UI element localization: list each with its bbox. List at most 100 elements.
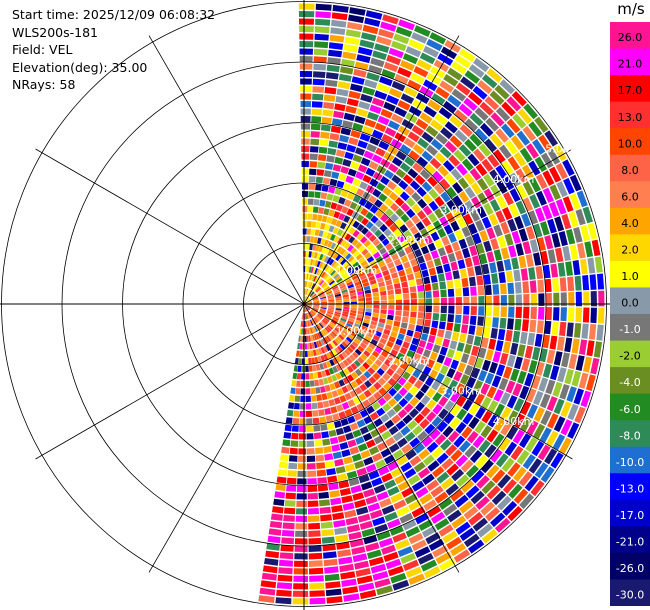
range-gate	[329, 178, 338, 187]
range-gate	[349, 354, 356, 362]
range-gate	[289, 394, 295, 402]
range-gate	[382, 186, 393, 197]
range-gate	[416, 186, 427, 197]
range-gate	[516, 184, 528, 199]
range-gate	[305, 298, 310, 303]
range-gate	[373, 484, 386, 494]
range-gate	[557, 367, 567, 383]
range-gate	[286, 477, 297, 485]
range-gate	[398, 19, 415, 31]
range-gate	[368, 470, 380, 480]
range-gate	[446, 368, 456, 379]
range-gate	[483, 188, 495, 202]
range-gate	[571, 370, 582, 387]
range-gate	[320, 296, 327, 300]
range-gate	[297, 365, 302, 372]
range-gate	[300, 388, 306, 395]
range-gate	[339, 563, 354, 573]
range-gate	[383, 328, 391, 336]
range-gate	[329, 359, 335, 367]
range-gate	[413, 66, 429, 78]
range-gate	[477, 316, 485, 326]
colorbar-label: 2.0	[621, 243, 639, 256]
range-gate	[553, 307, 560, 321]
range-gate	[363, 239, 372, 248]
range-gate	[342, 425, 352, 434]
range-gate	[464, 186, 476, 199]
range-gate	[528, 360, 538, 374]
range-gate	[390, 363, 399, 372]
range-gate	[383, 382, 392, 392]
range-gate	[373, 268, 381, 275]
range-gate	[277, 469, 288, 477]
range-gate	[347, 284, 355, 289]
range-gate	[365, 304, 372, 309]
range-gate	[324, 407, 332, 415]
range-gate	[329, 34, 345, 43]
range-gate	[550, 452, 564, 469]
range-gate	[320, 192, 328, 200]
range-gate	[465, 235, 475, 247]
range-gate	[430, 119, 443, 132]
range-gate	[305, 288, 308, 295]
range-gate	[533, 407, 545, 422]
range-gate	[413, 353, 422, 362]
range-gate	[307, 343, 310, 350]
range-gate	[559, 437, 572, 454]
range-gate	[294, 395, 301, 402]
range-gate	[438, 497, 453, 510]
range-gate	[313, 306, 320, 309]
range-gate	[331, 390, 339, 398]
range-gate	[335, 204, 343, 212]
range-gate	[447, 288, 455, 297]
range-gate	[406, 349, 415, 359]
range-gate	[347, 334, 355, 340]
range-gate	[544, 130, 558, 147]
range-gate	[515, 306, 522, 319]
range-gate	[533, 252, 542, 266]
range-gate	[426, 399, 437, 410]
range-gate	[413, 331, 421, 339]
range-gate	[363, 150, 374, 160]
range-gate	[473, 57, 490, 73]
range-gate	[324, 369, 331, 376]
range-gate	[404, 185, 415, 196]
range-gate	[284, 500, 296, 507]
colorbar-label: -2.0	[619, 350, 640, 363]
range-gate	[306, 243, 310, 250]
range-gate	[305, 297, 310, 303]
range-gate	[365, 297, 372, 301]
range-gate	[430, 231, 440, 242]
range-ring-label: 4.00km	[493, 173, 535, 186]
range-gate	[573, 227, 583, 243]
range-gate	[348, 477, 360, 487]
range-gate	[490, 112, 505, 127]
range-gate	[446, 463, 459, 476]
range-ring-label: 3.00km	[440, 203, 482, 216]
range-gate	[342, 158, 352, 167]
range-gate	[323, 239, 330, 247]
range-gate	[377, 115, 390, 126]
range-gate	[340, 189, 349, 198]
range-gate	[383, 61, 399, 73]
range-gate	[388, 305, 395, 310]
range-gate	[418, 448, 430, 460]
range-gate	[451, 515, 467, 529]
colorbar-swatch	[610, 287, 650, 315]
range-gate	[459, 48, 476, 63]
range-gate	[461, 277, 469, 288]
range-gate	[451, 208, 462, 220]
range-gate	[526, 388, 537, 403]
range-gate	[300, 380, 306, 387]
range-gate	[351, 341, 359, 348]
range-gate	[321, 254, 327, 262]
range-gate	[401, 443, 413, 454]
range-gate	[400, 202, 411, 213]
range-gate	[340, 166, 350, 174]
range-gate	[321, 116, 332, 124]
range-gate	[542, 187, 554, 203]
range-gate	[328, 42, 344, 50]
range-gate	[319, 294, 326, 298]
range-gate	[343, 215, 351, 223]
